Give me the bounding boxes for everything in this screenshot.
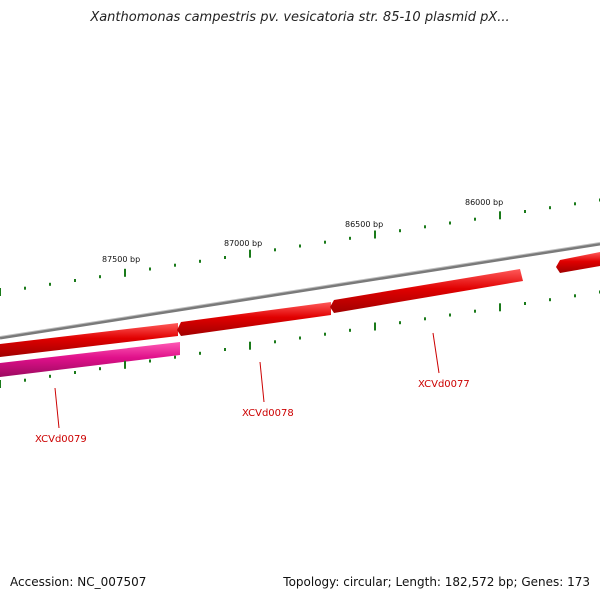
plasmid-backbone-highlight <box>0 242 600 337</box>
gene-arrow-xcvd0079-segment[interactable] <box>0 323 178 357</box>
map-title: Xanthomonas campestris pv. vesicatoria s… <box>90 10 510 25</box>
position-ruler <box>0 198 600 388</box>
ruler-label-86500: 86500 bp <box>345 220 383 229</box>
gene-label-xcvd0079[interactable]: XCVd0079 <box>35 434 87 445</box>
gene-label-line-xcvd0077 <box>432 332 440 374</box>
gene-label-xcvd0078[interactable]: XCVd0078 <box>242 408 294 419</box>
gene-arrow-xcvd0077[interactable] <box>330 269 523 313</box>
ruler-label-87000: 87000 bp <box>224 239 262 248</box>
gene-arrow-xcvd0079[interactable] <box>0 342 180 377</box>
gene-label-line-xcvd0079 <box>54 387 60 429</box>
accession-text: Accession: NC_007507 <box>10 575 147 589</box>
ruler-label-87500: 87500 bp <box>102 255 140 264</box>
map-summary-text: Topology: circular; Length: 182,572 bp; … <box>283 575 590 589</box>
plasmid-backbone <box>0 242 600 340</box>
gene-label-line-xcvd0078 <box>259 361 265 403</box>
ruler-label-86000: 86000 bp <box>465 198 503 207</box>
gene-label-xcvd0077[interactable]: XCVd0077 <box>418 379 470 390</box>
forward-gene-track <box>0 252 600 357</box>
gene-arrow-xcvd0078[interactable] <box>177 302 331 336</box>
gene-arrow-next[interactable] <box>556 252 600 273</box>
